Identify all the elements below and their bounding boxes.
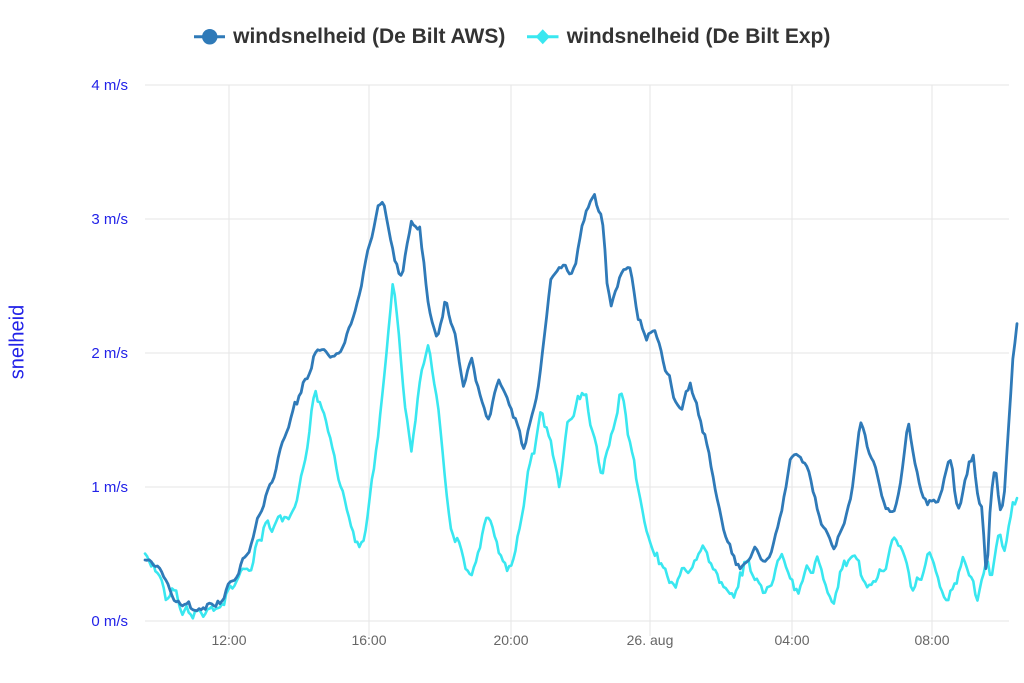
svg-text:3 m/s: 3 m/s (91, 211, 128, 228)
svg-text:20:00: 20:00 (493, 632, 528, 648)
svg-text:1 m/s: 1 m/s (91, 479, 128, 496)
svg-text:04:00: 04:00 (774, 632, 809, 648)
svg-text:0 m/s: 0 m/s (91, 613, 128, 630)
svg-text:16:00: 16:00 (351, 632, 386, 648)
svg-text:08:00: 08:00 (914, 632, 949, 648)
svg-text:26. aug: 26. aug (627, 632, 674, 648)
svg-text:12:00: 12:00 (211, 632, 246, 648)
svg-text:4 m/s: 4 m/s (91, 77, 128, 94)
svg-text:2 m/s: 2 m/s (91, 345, 128, 362)
